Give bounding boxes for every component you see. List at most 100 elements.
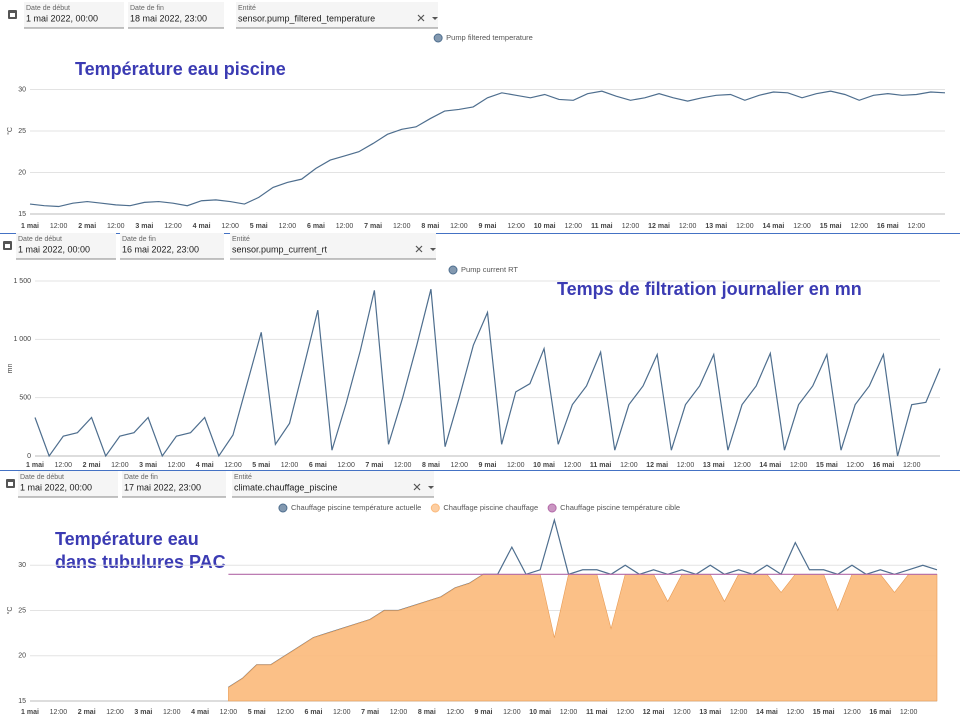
legend-label: Chauffage piscine température cible xyxy=(560,503,680,512)
legend-swatch xyxy=(278,503,288,513)
field-value: 1 mai 2022, 00:00 xyxy=(18,244,90,254)
x-tick-label: 12:00 xyxy=(224,462,242,469)
y-tick-label: 500 xyxy=(19,395,31,402)
dropdown-icon[interactable] xyxy=(428,486,434,489)
input-field[interactable] xyxy=(122,471,226,497)
x-tick-label: 5 mai xyxy=(252,462,270,469)
input-field[interactable] xyxy=(24,2,124,28)
annotation: Temps de filtration journalier en mn xyxy=(557,279,862,299)
x-tick-label: 12:00 xyxy=(565,223,583,230)
y-tick-label: 0 xyxy=(27,453,31,460)
annotation: Température eau xyxy=(55,529,199,549)
x-tick-label: 12:00 xyxy=(620,462,638,469)
x-tick-label: 2 mai xyxy=(83,462,101,469)
x-tick-label: 5 mai xyxy=(250,223,268,230)
x-tick-label: 2 mai xyxy=(78,709,96,716)
x-tick-label: 1 mai xyxy=(21,709,39,716)
field-value: climate.chauffage_piscine xyxy=(234,482,337,492)
clear-icon[interactable] xyxy=(417,14,425,22)
x-tick-label: 9 mai xyxy=(475,709,493,716)
x-tick-label: 4 mai xyxy=(191,709,209,716)
x-tick-label: 10 mai xyxy=(534,223,556,230)
input-field[interactable] xyxy=(128,2,224,28)
x-tick-label: 12 mai xyxy=(648,223,670,230)
x-tick-label: 2 mai xyxy=(78,223,96,230)
x-tick-label: 8 mai xyxy=(421,223,439,230)
x-tick-label: 13 mai xyxy=(703,462,725,469)
annotation: Température eau piscine xyxy=(75,59,286,79)
field-label: Date de fin xyxy=(124,474,158,481)
y-axis-label: °C xyxy=(6,127,14,135)
field-value: sensor.pump_current_rt xyxy=(232,244,328,254)
input-field[interactable] xyxy=(230,233,436,259)
y-tick-label: 1 500 xyxy=(13,278,31,285)
x-tick-label: 15 mai xyxy=(813,709,835,716)
x-tick-label: 13 mai xyxy=(705,223,727,230)
x-tick-label: 12:00 xyxy=(790,462,808,469)
x-tick-label: 12:00 xyxy=(55,462,73,469)
x-tick-label: 3 mai xyxy=(139,462,157,469)
x-tick-label: 12:00 xyxy=(736,223,754,230)
x-tick-label: 4 mai xyxy=(196,462,214,469)
x-tick-label: 7 mai xyxy=(365,462,383,469)
field-value: 17 mai 2022, 23:00 xyxy=(124,482,201,492)
field-label: Entité xyxy=(232,236,250,243)
x-tick-label: 12:00 xyxy=(560,709,578,716)
input-field[interactable] xyxy=(232,471,434,497)
x-tick-label: 1 mai xyxy=(21,223,39,230)
field-label: Date de début xyxy=(18,236,62,243)
x-tick-label: 15 mai xyxy=(820,223,842,230)
x-tick-label: 12:00 xyxy=(337,462,355,469)
clear-icon[interactable] xyxy=(415,245,423,253)
input-field[interactable] xyxy=(18,471,118,497)
x-tick-label: 12:00 xyxy=(793,223,811,230)
dropdown-icon[interactable] xyxy=(432,17,438,20)
calendar-icon-inner xyxy=(5,244,10,248)
x-tick-label: 12:00 xyxy=(730,709,748,716)
x-tick-label: 8 mai xyxy=(418,709,436,716)
x-tick-label: 12:00 xyxy=(908,223,926,230)
x-tick-label: 12:00 xyxy=(677,462,695,469)
y-tick-label: 1 000 xyxy=(13,336,31,343)
x-tick-label: 12:00 xyxy=(276,709,294,716)
dropdown-icon[interactable] xyxy=(430,248,436,251)
x-tick-label: 12:00 xyxy=(564,462,582,469)
input-field[interactable] xyxy=(16,233,116,259)
x-tick-label: 12:00 xyxy=(450,223,468,230)
x-tick-label: 9 mai xyxy=(479,462,497,469)
input-field[interactable] xyxy=(236,2,438,28)
legend-label: Chauffage piscine température actuelle xyxy=(291,503,421,512)
x-tick-label: 12:00 xyxy=(333,709,351,716)
x-tick-label: 13 mai xyxy=(699,709,721,716)
legend-swatch xyxy=(430,503,440,513)
y-tick-label: 15 xyxy=(18,211,26,218)
x-tick-label: 12:00 xyxy=(164,223,182,230)
x-tick-label: 7 mai xyxy=(361,709,379,716)
field-value: 16 mai 2022, 23:00 xyxy=(122,244,199,254)
x-tick-label: 12:00 xyxy=(221,223,239,230)
x-tick-label: 12:00 xyxy=(673,709,691,716)
legend-label: Pump filtered temperature xyxy=(446,33,533,42)
x-tick-label: 7 mai xyxy=(364,223,382,230)
field-value: 1 mai 2022, 00:00 xyxy=(20,482,92,492)
x-tick-label: 11 mai xyxy=(590,462,611,469)
x-tick-label: 12:00 xyxy=(903,462,921,469)
y-tick-label: 30 xyxy=(18,86,26,93)
x-tick-label: 12:00 xyxy=(503,709,521,716)
x-tick-label: 12:00 xyxy=(846,462,864,469)
x-tick-label: 16 mai xyxy=(877,223,899,230)
field-label: Entité xyxy=(238,5,256,12)
x-tick-label: 12:00 xyxy=(106,709,124,716)
x-tick-label: 12:00 xyxy=(107,223,125,230)
clear-icon[interactable] xyxy=(413,483,421,491)
x-tick-label: 16 mai xyxy=(869,709,891,716)
x-tick-label: 4 mai xyxy=(193,223,211,230)
x-tick-label: 12:00 xyxy=(220,709,238,716)
input-field[interactable] xyxy=(120,233,224,259)
y-tick-label: 15 xyxy=(18,698,26,705)
x-tick-label: 11 mai xyxy=(586,709,607,716)
x-tick-label: 12:00 xyxy=(111,462,129,469)
x-tick-label: 10 mai xyxy=(533,462,555,469)
field-value: sensor.pump_filtered_temperature xyxy=(238,13,375,23)
x-tick-label: 12 mai xyxy=(646,462,668,469)
